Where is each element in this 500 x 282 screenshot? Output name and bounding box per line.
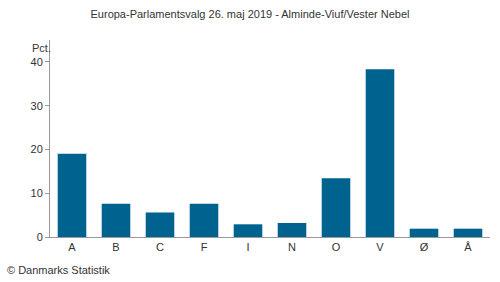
svg-text:Pct.: Pct.	[32, 42, 51, 54]
svg-text:0: 0	[37, 231, 43, 243]
svg-text:A: A	[68, 241, 76, 253]
svg-text:Ø: Ø	[420, 241, 429, 253]
svg-text:Å: Å	[464, 241, 472, 253]
svg-text:V: V	[376, 241, 384, 253]
svg-text:30: 30	[31, 100, 43, 112]
svg-text:10: 10	[31, 187, 43, 199]
svg-text:B: B	[112, 241, 119, 253]
svg-text:C: C	[156, 241, 164, 253]
svg-text:20: 20	[31, 143, 43, 155]
svg-text:F: F	[201, 241, 208, 253]
svg-text:O: O	[332, 241, 341, 253]
svg-text:Europa-Parlamentsvalg 26. maj: Europa-Parlamentsvalg 26. maj 2019 - Alm…	[91, 8, 410, 20]
svg-text:I: I	[246, 241, 249, 253]
svg-text:40: 40	[31, 56, 43, 68]
svg-text:N: N	[288, 241, 296, 253]
svg-text:© Danmarks Statistik: © Danmarks Statistik	[7, 264, 110, 276]
